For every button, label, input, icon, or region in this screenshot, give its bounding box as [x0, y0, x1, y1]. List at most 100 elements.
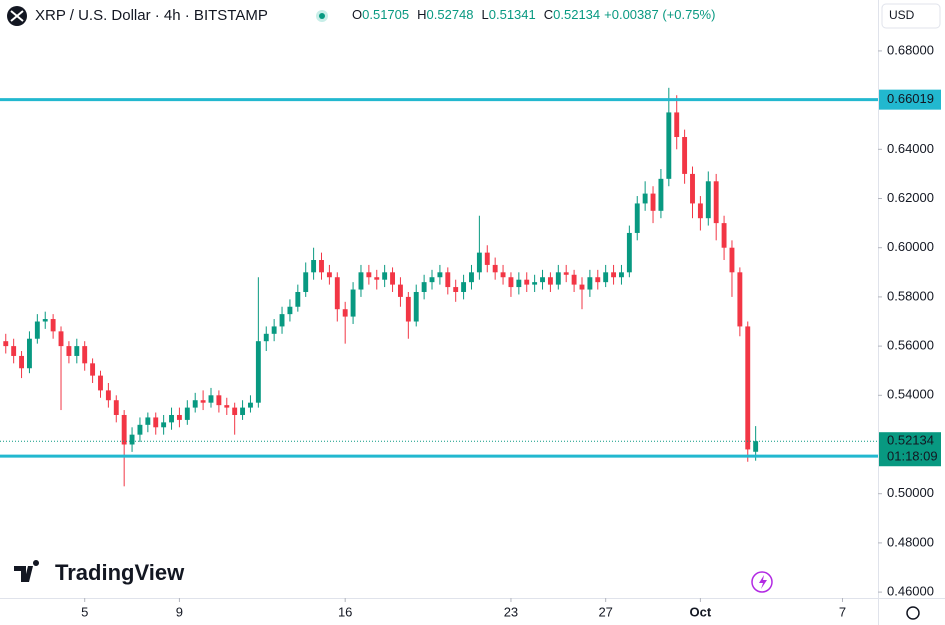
candle-body [484, 252, 490, 265]
candle-body [421, 282, 427, 292]
y-tick-label: 0.64000 [887, 141, 934, 156]
candle-body [500, 272, 506, 278]
candle-body [90, 363, 96, 376]
x-tick-label: Oct [690, 604, 712, 619]
ohlc-key: C [544, 7, 553, 22]
candle-body [524, 279, 530, 285]
x-tick-label: 23 [504, 604, 518, 619]
candle-body [579, 284, 585, 290]
ohlc-key: H [417, 7, 426, 22]
candle-body [74, 346, 80, 356]
candle-body [255, 341, 261, 403]
candle-body [137, 424, 143, 435]
candle-body [208, 395, 214, 403]
candle-body [595, 277, 601, 283]
candle-body [453, 287, 459, 292]
candle-body [587, 277, 593, 290]
ohlc-value: 0.52134 [553, 7, 600, 22]
candle-body [145, 417, 151, 425]
candle-body [437, 272, 443, 278]
ohlc-legend: O0.51705 H0.52748 L0.51341 C0.52134 +0.00387… [352, 7, 715, 22]
level-label: 0.66019 [887, 91, 934, 106]
candle-body [121, 414, 127, 445]
candle-body [295, 291, 301, 307]
alert-icon-glyph [759, 575, 767, 589]
candle-body [697, 203, 703, 219]
candle-body [366, 272, 372, 278]
candle-body [619, 272, 624, 278]
x-tick-label: 16 [338, 604, 352, 619]
last-price-countdown: 01:18:09 [887, 449, 938, 464]
symbol-title: XRP / U.S. Dollar · 4h · BITSTAMP [35, 7, 268, 24]
candle-body [476, 252, 482, 273]
candle-body [248, 402, 253, 408]
candle-body [532, 282, 538, 285]
candle-body [271, 326, 277, 334]
candle-body [626, 232, 632, 273]
candle-body [563, 272, 569, 275]
candle-body [374, 277, 380, 280]
candle-body [176, 414, 182, 420]
candle-body [737, 272, 743, 327]
ohlc-value: 0.51705 [362, 7, 409, 22]
candle-body [326, 272, 332, 278]
candle-body [82, 346, 88, 364]
candle-body [224, 405, 230, 408]
candle-body [547, 277, 553, 285]
candle-body [303, 272, 309, 292]
currency[interactable]: USD [889, 8, 915, 22]
ohlc-value: 0.52748 [427, 7, 474, 22]
candle-body [184, 407, 190, 420]
y-tick-label: 0.46000 [887, 584, 934, 599]
y-tick-label: 0.54000 [887, 387, 934, 402]
candle-body [105, 390, 111, 401]
candle-body [571, 274, 577, 285]
candle-body [216, 395, 222, 406]
candle-body [192, 400, 198, 408]
candle-body [382, 272, 388, 280]
y-tick-label: 0.56000 [887, 338, 934, 353]
brand-logo: TradingView [14, 560, 185, 585]
y-tick-label: 0.58000 [887, 288, 934, 303]
candle-body [19, 355, 24, 369]
candle-body [658, 178, 664, 211]
ohlc-value: 0.51341 [489, 7, 536, 22]
candle-body [650, 193, 656, 211]
candle-body [358, 272, 364, 290]
brand-name: TradingView [55, 560, 185, 585]
settings-icon[interactable] [906, 606, 920, 620]
candle-body [263, 333, 269, 342]
ohlc-change: +0.00387 (+0.75%) [604, 7, 715, 22]
symbol-icon-glyph [10, 10, 24, 22]
candle-body [11, 346, 17, 356]
level-label-box [879, 89, 941, 110]
candle-body [161, 422, 167, 428]
last-price-label: 0.52134 [887, 433, 934, 448]
candle-body [334, 277, 340, 310]
candle-body [634, 203, 640, 233]
candle-body [713, 181, 719, 224]
candle-body [642, 193, 648, 204]
candle-body [34, 321, 40, 339]
candle-body [705, 181, 711, 219]
candle-body [3, 341, 9, 347]
last-price-box [879, 432, 941, 467]
candle-body [469, 272, 474, 283]
candle-body [58, 331, 64, 347]
currency-button[interactable] [881, 3, 941, 29]
candle-body [319, 260, 324, 273]
y-tick-label: 0.60000 [887, 239, 934, 254]
x-tick-label: 5 [81, 604, 88, 619]
candle-body [611, 272, 617, 278]
candle-body [603, 272, 609, 283]
candle-body [287, 306, 293, 315]
x-tick-label: 9 [176, 604, 183, 619]
plot-area [3, 87, 759, 487]
candle-body [42, 319, 48, 322]
brand-mark [14, 559, 40, 582]
candle-body [508, 277, 514, 288]
candle-body [169, 414, 174, 423]
y-tick-label: 0.48000 [887, 534, 934, 549]
